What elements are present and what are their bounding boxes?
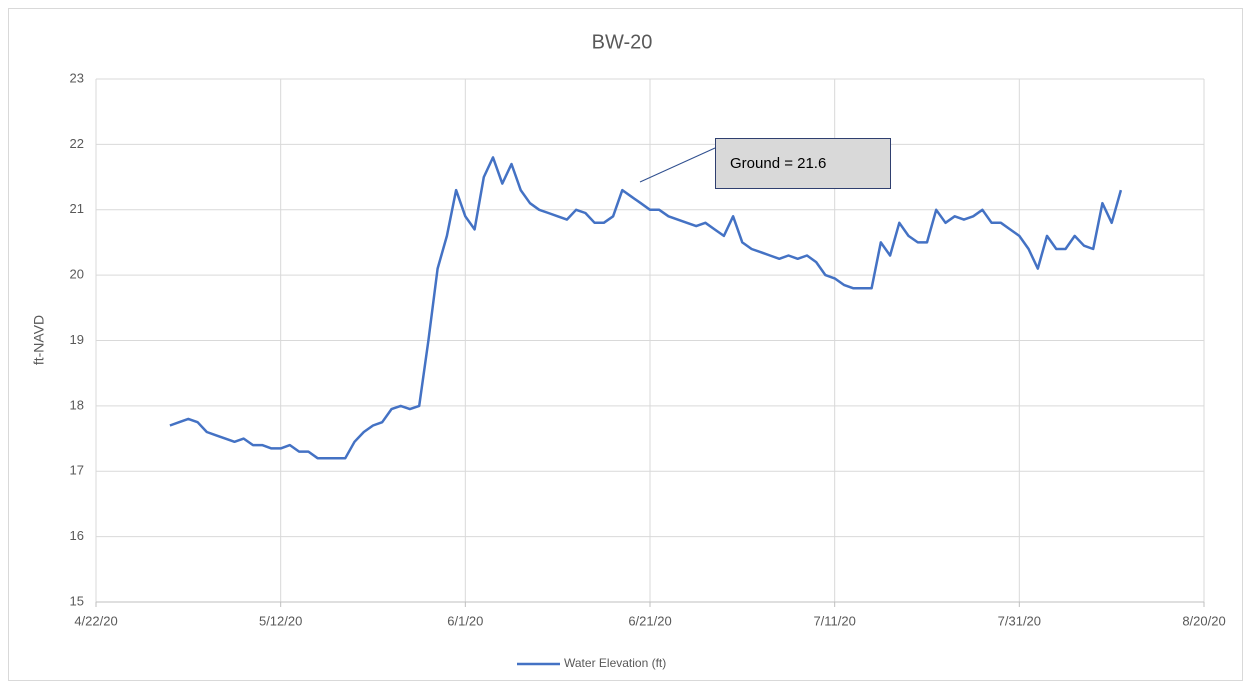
- legend-label: Water Elevation (ft): [564, 656, 666, 670]
- x-tick-label: 5/12/20: [259, 613, 302, 628]
- x-tick-label: 6/1/20: [447, 613, 483, 628]
- x-tick-label: 6/21/20: [628, 613, 671, 628]
- y-tick-label: 16: [70, 528, 84, 543]
- data-line: [169, 156, 1123, 460]
- plot: [169, 156, 1123, 460]
- x-tick-label: 8/20/20: [1182, 613, 1225, 628]
- y-tick-label: 17: [70, 463, 84, 478]
- y-axis-label: ft-NAVD: [31, 315, 47, 365]
- x-tick-label: 7/11/20: [813, 613, 855, 628]
- y-tick-label: 15: [70, 593, 84, 608]
- y-tick-label: 18: [70, 397, 84, 412]
- x-tick-label: 4/22/20: [74, 613, 117, 628]
- annotation-text: Ground = 21.6: [730, 155, 826, 172]
- y-tick-label: 23: [70, 70, 84, 85]
- y-tick-label: 21: [70, 201, 84, 216]
- y-tick-label: 19: [70, 332, 84, 347]
- chart-title: BW-20: [592, 31, 653, 53]
- annotation-box: [715, 138, 891, 189]
- annotation-leader: [639, 147, 716, 183]
- legend: Water Elevation (ft): [517, 656, 666, 670]
- y-tick-label: 20: [70, 267, 84, 282]
- chart-border: [8, 8, 1243, 681]
- x-tick-label: 7/31/20: [998, 613, 1041, 628]
- y-tick-label: 22: [70, 136, 84, 151]
